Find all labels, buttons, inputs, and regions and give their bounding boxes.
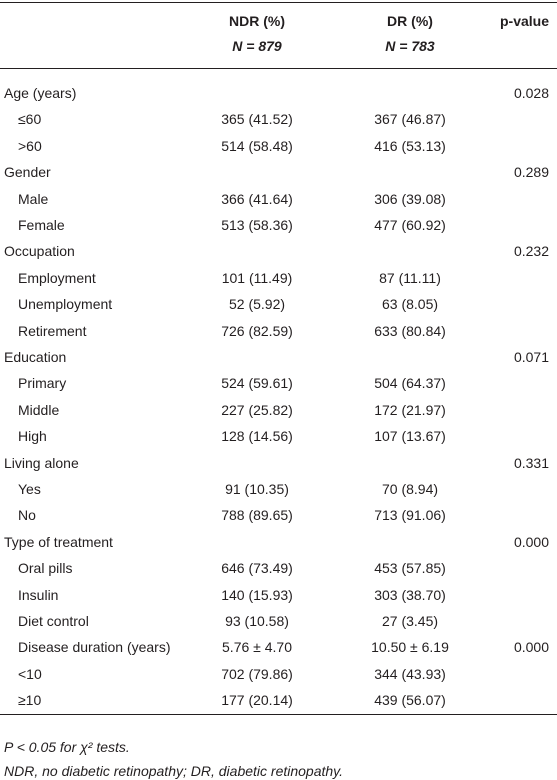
group-label: Type of treatment: [4, 533, 113, 550]
ndr-cell: 702 (79.86): [221, 665, 293, 682]
group-label: Education: [4, 349, 67, 365]
dr-cell: 504 (64.37): [374, 375, 446, 392]
ndr-cell: 128 (14.56): [221, 428, 293, 445]
dr-cell: 107 (13.67): [374, 428, 446, 445]
header-rule: [0, 68, 557, 69]
bottom-rule: [0, 714, 557, 715]
row-label: Diet control: [18, 613, 89, 629]
dr-cell: 416 (53.13): [374, 137, 446, 154]
row-label: High: [18, 428, 47, 445]
group-label: Occupation: [4, 243, 75, 260]
ndr-cell: 101 (11.49): [221, 269, 293, 286]
footnote: NDR, no diabetic retinopathy; DR, diabet…: [4, 763, 344, 779]
dr-cell: 344 (43.93): [374, 665, 446, 682]
dr-cell: 713 (91.06): [374, 507, 446, 524]
row-label: Employment: [18, 269, 96, 286]
dr-cell: 172 (21.97): [374, 401, 446, 418]
dr-cell: 477 (60.92): [374, 217, 446, 233]
ndr-cell: 726 (82.59): [221, 322, 293, 339]
top-rule: [0, 2, 557, 3]
ndr-cell: 365 (41.52): [221, 111, 293, 128]
p-value: 0.000: [513, 639, 549, 656]
row-label: Disease duration (years): [18, 639, 171, 656]
dr-cell: 439 (56.07): [374, 692, 446, 709]
header-cell: N = 783: [385, 38, 435, 54]
ndr-cell: 524 (59.61): [221, 375, 293, 392]
ndr-cell: 177 (20.14): [221, 692, 293, 709]
ndr-cell: 366 (41.64): [221, 190, 293, 207]
ndr-cell: 227 (25.82): [221, 401, 293, 418]
dr-cell: 27 (3.45): [381, 613, 439, 629]
row-label: Oral pills: [18, 560, 73, 577]
p-value: 0.071: [513, 349, 549, 365]
p-value: 0.028: [513, 85, 549, 101]
row-label: Retirement: [18, 322, 87, 339]
group-label: Gender: [4, 164, 51, 181]
row-label: Primary: [18, 375, 67, 392]
ndr-cell: 646 (73.49): [221, 560, 293, 577]
dr-cell: 367 (46.87): [374, 111, 446, 128]
row-label: No: [18, 507, 36, 524]
row-label: Yes: [18, 481, 41, 497]
ndr-cell: 5.76 ± 4.70: [222, 639, 292, 656]
header-cell: p-value: [499, 13, 549, 29]
row-label: Middle: [18, 401, 60, 418]
p-value: 0.232: [513, 243, 549, 260]
group-label: Living alone: [4, 454, 79, 471]
ndr-cell: 93 (10.58): [225, 613, 289, 629]
footnote: P < 0.05 for χ² tests.: [4, 739, 130, 755]
dr-cell: 63 (8.05): [381, 296, 439, 313]
p-value: 0.000: [513, 533, 549, 550]
header-cell: NDR (%): [229, 13, 285, 29]
ndr-cell: 52 (5.92): [228, 296, 286, 313]
row-label: ≤60: [18, 111, 42, 128]
group-label: Age (years): [4, 85, 77, 101]
p-value: 0.331: [513, 454, 549, 471]
ndr-cell: 514 (58.48): [221, 137, 293, 154]
row-label: Male: [18, 190, 49, 207]
row-label: >60: [18, 137, 42, 154]
dr-cell: 87 (11.11): [379, 269, 441, 286]
dr-cell: 303 (38.70): [374, 586, 446, 603]
ndr-cell: 788 (89.65): [221, 507, 293, 524]
ndr-cell: 91 (10.35): [225, 481, 289, 497]
p-value: 0.289: [513, 164, 549, 181]
dr-cell: 633 (80.84): [374, 322, 446, 339]
header-cell: DR (%): [387, 13, 433, 29]
row-label: ≥10: [18, 692, 42, 709]
row-label: Unemployment: [18, 296, 113, 313]
dr-cell: 70 (8.94): [381, 481, 439, 497]
row-label: Female: [18, 217, 65, 233]
dr-cell: 10.50 ± 6.19: [371, 639, 449, 656]
ndr-cell: 513 (58.36): [221, 217, 293, 233]
dr-cell: 453 (57.85): [374, 560, 446, 577]
row-label: Insulin: [18, 586, 59, 603]
ndr-cell: 140 (15.93): [221, 586, 293, 603]
dr-cell: 306 (39.08): [374, 190, 446, 207]
row-label: <10: [18, 665, 42, 682]
header-cell: N = 879: [232, 38, 282, 54]
